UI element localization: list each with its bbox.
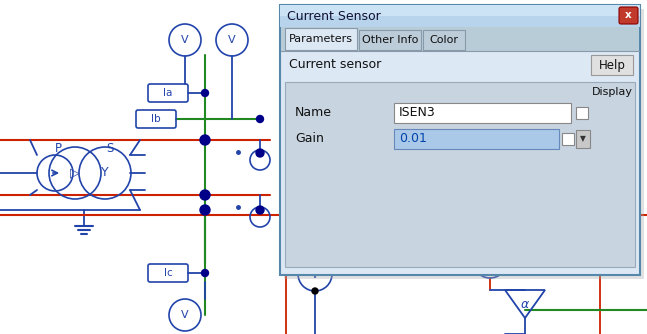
FancyBboxPatch shape (394, 129, 559, 149)
Bar (423, 30, 465, 50)
Text: Ib: Ib (151, 114, 161, 124)
Bar (562, 133, 574, 145)
Circle shape (201, 90, 208, 97)
Circle shape (201, 270, 208, 277)
Bar (285, 28, 357, 50)
Text: Current sensor: Current sensor (289, 58, 381, 71)
Bar (281, 27, 639, 51)
Text: Current Sensor: Current Sensor (287, 9, 380, 22)
Text: Other Info: Other Info (362, 35, 418, 45)
Circle shape (200, 190, 210, 200)
Circle shape (256, 116, 263, 123)
Text: P: P (54, 142, 61, 155)
Text: Parameters: Parameters (289, 34, 353, 44)
Text: V: V (181, 35, 189, 45)
Text: Color: Color (430, 35, 459, 45)
Text: α: α (521, 299, 529, 312)
Text: ▼: ▼ (580, 135, 586, 144)
Bar (280, 5, 640, 27)
Text: ▷: ▷ (70, 167, 80, 179)
Text: x: x (625, 10, 632, 20)
FancyBboxPatch shape (285, 82, 635, 267)
Text: >: > (485, 255, 495, 268)
FancyBboxPatch shape (394, 103, 571, 123)
Text: Display: Display (591, 87, 633, 97)
Text: V: V (181, 310, 189, 320)
Bar (576, 107, 588, 119)
Text: ISEN3: ISEN3 (399, 107, 435, 120)
Circle shape (486, 257, 494, 265)
Circle shape (200, 205, 210, 215)
FancyBboxPatch shape (280, 5, 640, 275)
FancyBboxPatch shape (591, 55, 633, 75)
Circle shape (256, 149, 264, 157)
Circle shape (366, 211, 373, 218)
Bar (280, 5, 640, 16)
FancyBboxPatch shape (619, 7, 638, 24)
Text: S: S (106, 142, 114, 155)
Circle shape (283, 211, 289, 218)
Bar (359, 30, 421, 50)
Text: Help: Help (598, 58, 626, 71)
Text: V: V (311, 268, 319, 281)
Text: V: V (228, 35, 236, 45)
Circle shape (256, 206, 264, 214)
Text: 0.01: 0.01 (399, 133, 427, 146)
Bar (576, 130, 590, 148)
Bar (284, 9, 644, 279)
Text: Ia: Ia (163, 88, 173, 98)
Circle shape (200, 135, 210, 145)
Circle shape (312, 288, 318, 294)
Text: Gain: Gain (295, 133, 324, 146)
Text: Y: Y (101, 167, 109, 179)
Text: Name: Name (295, 107, 332, 120)
Text: Ic: Ic (164, 268, 172, 278)
